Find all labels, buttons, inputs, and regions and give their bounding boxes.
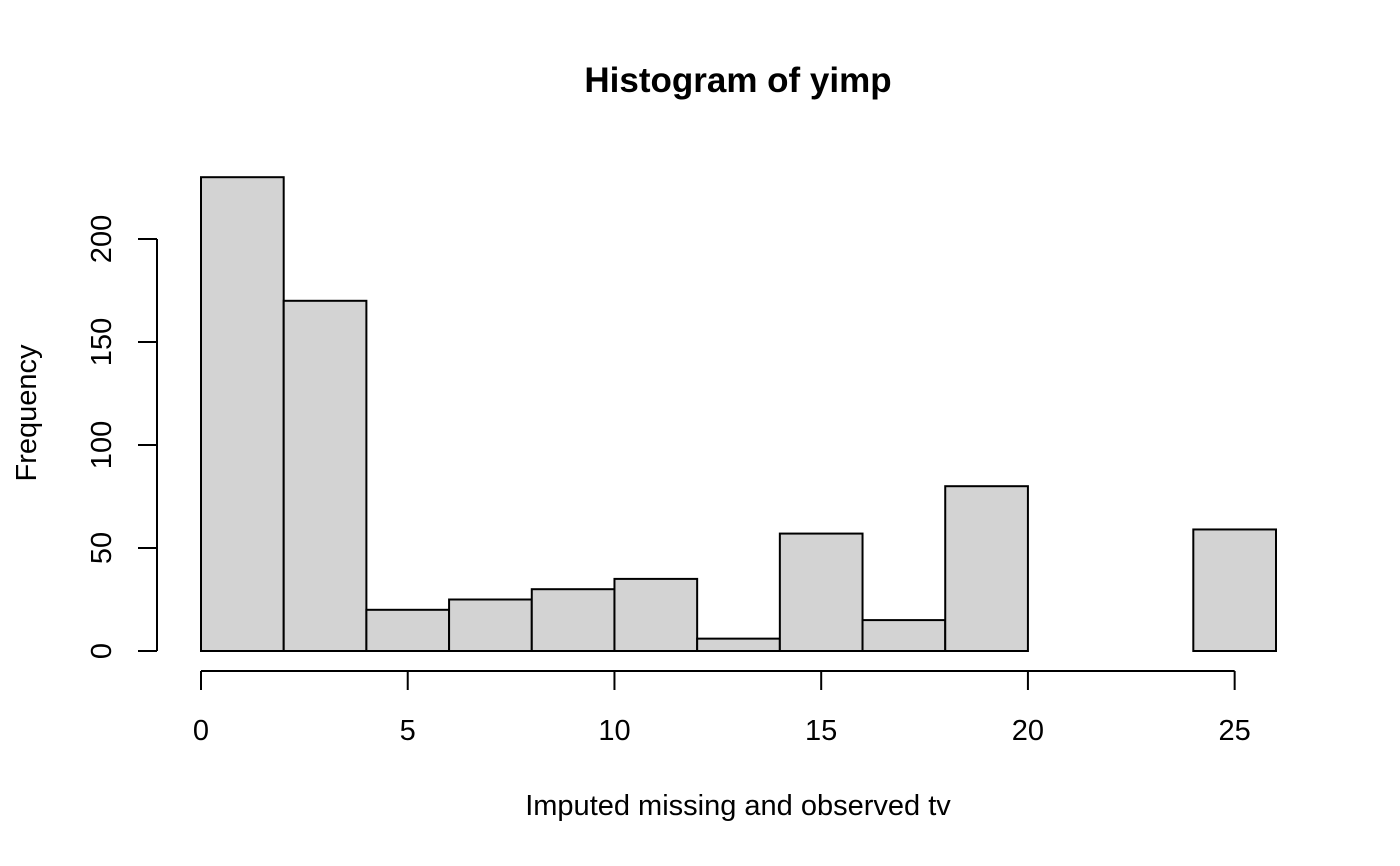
bars-group xyxy=(200,176,1278,653)
y-axis-label: Frequency xyxy=(11,344,43,482)
x-axis-label: Imputed missing and observed tv xyxy=(525,790,951,822)
histogram-bar-7 xyxy=(778,532,864,653)
x-axis: 0 5 10 15 20 25 xyxy=(193,670,1251,747)
y-tick-label-4: 200 xyxy=(86,215,118,263)
chart-title: Histogram of yimp xyxy=(584,61,891,100)
histogram-bar-4 xyxy=(530,588,616,653)
histogram-bar-1 xyxy=(282,299,368,652)
histogram-bar-12 xyxy=(1192,528,1278,653)
x-tick-label-1: 5 xyxy=(400,715,416,747)
x-tick-label-4: 20 xyxy=(1012,715,1044,747)
x-tick-label-2: 10 xyxy=(598,715,630,747)
histogram-bar-0 xyxy=(200,176,285,652)
x-tick-label-0: 0 xyxy=(193,715,209,747)
y-tick-label-3: 150 xyxy=(86,318,118,366)
y-tick-label-1: 50 xyxy=(86,532,118,564)
histogram-bar-8 xyxy=(861,619,947,652)
histogram-bar-6 xyxy=(696,637,781,653)
histogram-bar-5 xyxy=(613,577,699,653)
histogram-bar-9 xyxy=(944,485,1029,653)
x-tick-label-5: 25 xyxy=(1219,715,1251,747)
histogram-bar-2 xyxy=(365,608,451,652)
y-tick-label-2: 100 xyxy=(86,421,118,469)
y-tick-label-0: 0 xyxy=(86,643,118,659)
histogram-bar-3 xyxy=(448,598,533,652)
x-tick-label-3: 15 xyxy=(805,715,837,747)
y-axis: 0 50 100 150 200 xyxy=(86,215,158,659)
